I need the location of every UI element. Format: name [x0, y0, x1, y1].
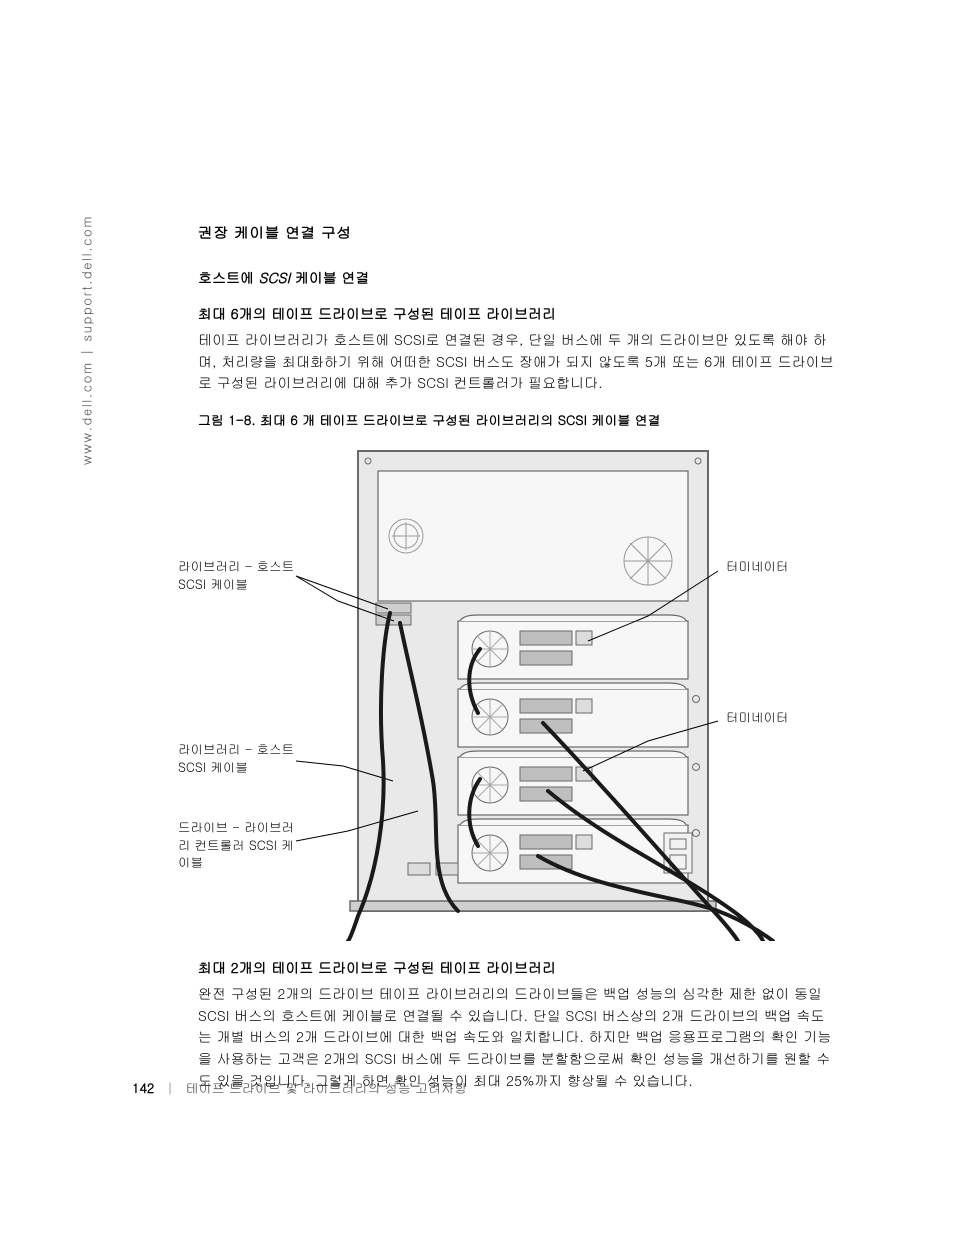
h4-suffix: 케이블 연결: [290, 267, 369, 287]
callout-library-host-scsi-cable-2: 라이브러리 - 호스트 SCSI 케이블: [178, 741, 296, 776]
callout-drive-library-controller-scsi-cable: 드라이브 - 라이브러리 컨트롤러 SCSI 케이블: [178, 819, 296, 872]
heading-recommended-config: 권장 케이블 연결 구성: [198, 222, 838, 243]
main-content: 권장 케이블 연결 구성 호스트에 SCSI 케이블 연결 최대 6개의 테이프…: [198, 222, 838, 1108]
callout-terminator-2: 터미네이터: [726, 709, 806, 727]
page-footer: 142 | 테이프 드라이브 및 라이브러리의 성능 고려사항: [132, 1078, 467, 1097]
footer-title: 테이프 드라이브 및 라이브러리의 성능 고려사항: [186, 1078, 468, 1097]
callout-library-host-scsi-cable-1: 라이브러리 - 호스트 SCSI 케이블: [178, 558, 296, 593]
figure-1-8: 라이브러리 - 호스트 SCSI 케이블 라이브러리 - 호스트 SCSI 케이…: [178, 441, 818, 941]
paragraph-max6-drives: 테이프 라이브러리가 호스트에 SCSI로 연결된 경우, 단일 버스에 두 개…: [198, 329, 838, 394]
figure-caption-1-8: 그림 1-8. 최대 6 개 테이프 드라이브로 구성된 라이브러리의 SCSI…: [198, 410, 838, 429]
footer-divider: |: [167, 1078, 174, 1097]
callout-terminator-1: 터미네이터: [726, 558, 806, 576]
subheading-max6-drives: 최대 6개의 테이프 드라이브로 구성된 테이프 라이브러리: [198, 303, 838, 323]
side-url-text: www.dell.com | support.dell.com: [77, 215, 96, 465]
paragraph-max2-drives: 완전 구성된 2개의 드라이브 테이프 라이브러리의 드라이브들은 백업 성능의…: [198, 983, 838, 1091]
heading-host-scsi-cable: 호스트에 SCSI 케이블 연결: [198, 267, 838, 287]
h4-prefix: 호스트에: [198, 267, 259, 287]
h4-italic-scsi: SCSI: [259, 267, 291, 287]
subheading-max2-drives: 최대 2개의 테이프 드라이브로 구성된 테이프 라이브러리: [198, 957, 838, 977]
page-number: 142: [132, 1078, 154, 1097]
